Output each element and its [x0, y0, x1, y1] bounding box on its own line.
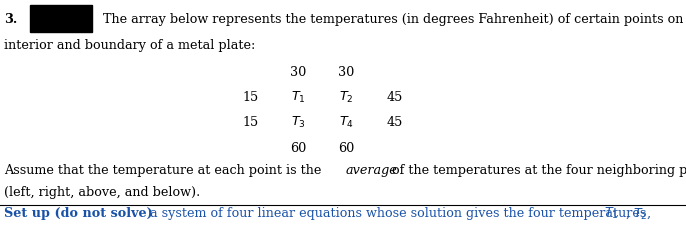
Text: 60: 60 [338, 141, 355, 155]
Text: Set up: Set up [4, 207, 50, 220]
Text: $T_1$: $T_1$ [291, 90, 306, 105]
Text: 30: 30 [338, 66, 355, 79]
Text: a system of four linear equations whose solution gives the four temperatures: a system of four linear equations whose … [146, 207, 650, 220]
Text: 45: 45 [386, 91, 403, 104]
Text: 3.: 3. [4, 12, 17, 26]
Text: average: average [346, 164, 397, 177]
Text: (do not solve): (do not solve) [50, 207, 153, 220]
Text: $T_3$: $T_3$ [291, 115, 306, 130]
Text: Assume that the temperature at each point is the: Assume that the temperature at each poin… [4, 164, 325, 177]
Text: $T_4$: $T_4$ [339, 115, 354, 130]
Text: 30: 30 [290, 66, 307, 79]
Text: (left, right, above, and below).: (left, right, above, and below). [4, 186, 200, 199]
Text: $T_1$: $T_1$ [604, 206, 619, 221]
Text: interior and boundary of a metal plate:: interior and boundary of a metal plate: [4, 39, 255, 52]
Text: 45: 45 [386, 116, 403, 129]
Text: of the temperatures at the four neighboring points: of the temperatures at the four neighbor… [388, 164, 686, 177]
Text: 15: 15 [242, 116, 259, 129]
Text: 15: 15 [242, 91, 259, 104]
Text: , $T_2$,: , $T_2$, [625, 207, 652, 221]
Text: $T_2$: $T_2$ [339, 90, 354, 105]
Text: The array below represents the temperatures (in degrees Fahrenheit) of certain p: The array below represents the temperatu… [103, 12, 686, 26]
Text: 60: 60 [290, 141, 307, 155]
FancyBboxPatch shape [30, 5, 92, 32]
